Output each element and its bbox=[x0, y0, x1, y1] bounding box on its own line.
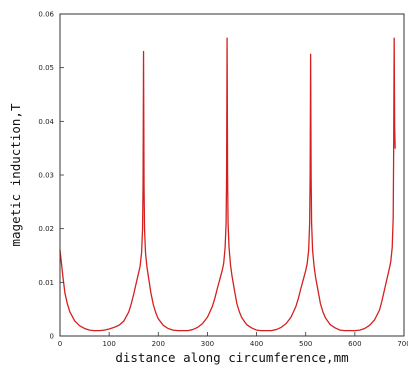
x-axis-label: distance along circumference,mm bbox=[115, 350, 348, 365]
y-axis-label: magetic induction,T bbox=[8, 103, 23, 246]
x-tick-label: 300 bbox=[201, 340, 214, 348]
y-tick-label: 0.05 bbox=[38, 64, 54, 72]
plot-frame bbox=[59, 13, 405, 337]
x-tick-label: 400 bbox=[250, 340, 263, 348]
x-tick-label: 700 bbox=[397, 340, 408, 348]
x-tick-label: 0 bbox=[58, 340, 62, 348]
plot-background bbox=[60, 14, 404, 336]
y-tick-label: 0.06 bbox=[38, 11, 54, 19]
y-tick-label: 0 bbox=[50, 333, 54, 341]
data-line bbox=[59, 37, 396, 332]
y-tick-label: 0.02 bbox=[38, 225, 54, 233]
x-tick-label: 500 bbox=[299, 340, 312, 348]
x-tick-label: 100 bbox=[102, 340, 115, 348]
y-tick-label: 0.03 bbox=[38, 172, 54, 180]
y-tick-label: 0.04 bbox=[38, 118, 54, 126]
x-tick-label: 600 bbox=[348, 340, 361, 348]
y-tick-label: 0.01 bbox=[38, 279, 54, 287]
x-tick-label: 200 bbox=[152, 340, 165, 348]
